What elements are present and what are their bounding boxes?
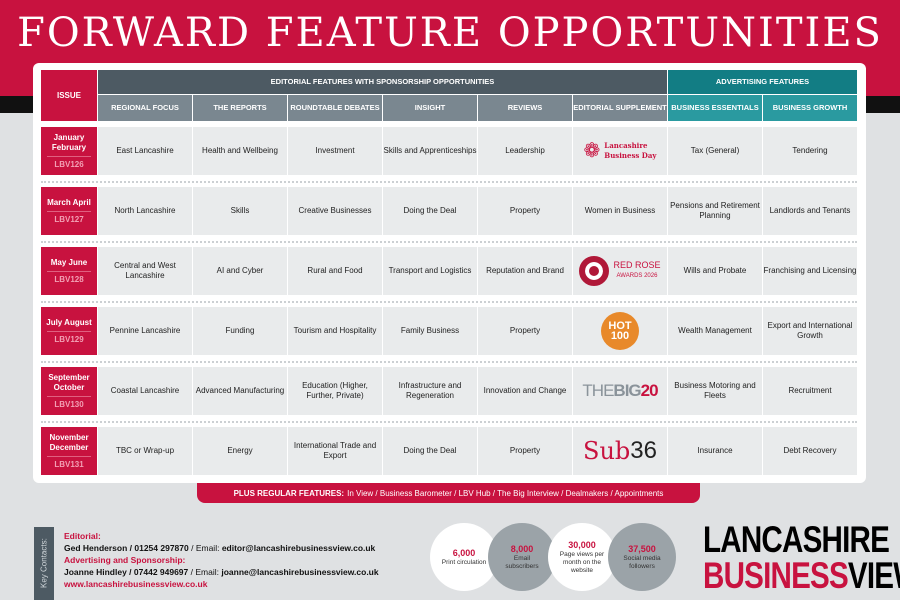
issue-code: LBV128 [47,270,91,285]
column-header: BUSINESS GROWTH [763,95,857,121]
table-cell: Doing the Deal [383,187,477,235]
supplement-logo: HOT 100 [573,307,667,355]
issue-code: LBV131 [47,455,91,470]
issue-code: LBV127 [47,210,91,225]
supplement-logo: THEBIG20 [573,367,667,415]
table-cell: Transport and Logistics [383,247,477,295]
column-header: THE REPORTS [193,95,287,121]
editorial-email-link[interactable]: editor@lancashirebusinessview.co.uk [221,543,376,553]
table-cell: Infrastructure and Regeneration [383,367,477,415]
issue-code: LBV126 [47,155,91,170]
table-cell: East Lancashire [98,127,192,175]
table-cell: Leadership [478,127,572,175]
issue-months: July August [46,317,92,327]
issue-header: ISSUE [41,70,97,121]
table-cell: Health and Wellbeing [193,127,287,175]
table-cell: Education (Higher, Further, Private) [288,367,382,415]
table-cell: Reputation and Brand [478,247,572,295]
issue-months: September October [48,372,90,392]
issue-cell: November December LBV131 [41,427,97,475]
stat-circle: 6,000 Print circulation [430,523,498,591]
website-link[interactable]: www.lancashirebusinessview.co.uk [64,579,208,589]
issue-months: May June [50,257,88,267]
table-cell: Creative Businesses [288,187,382,235]
divider [41,421,857,423]
table-cell: Pennine Lancashire [98,307,192,355]
table-cell: Coastal Lancashire [98,367,192,415]
column-header: ROUNDTABLE DEBATES [288,95,382,121]
table-cell: AI and Cyber [193,247,287,295]
table-cell: Energy [193,427,287,475]
regular-features: PLUS REGULAR FEATURES: In View / Business… [197,483,700,503]
supplement-logo: ❁ Lancashire Business Day [573,127,667,175]
table-cell: Pensions and Retirement Planning [668,187,762,235]
advertising-header: ADVERTISING FEATURES [668,70,857,94]
lancashire-business-view-logo: LANCASHIRE BUSINESSVIEW [703,519,900,596]
column-header: REVIEWS [478,95,572,121]
divider [41,301,857,303]
table-cell: Rural and Food [288,247,382,295]
table-cell: Debt Recovery [763,427,857,475]
divider [41,241,857,243]
key-contacts-label: Key Contacts: [34,527,54,600]
table-cell: Business Motoring and Fleets [668,367,762,415]
issue-cell: May June LBV128 [41,247,97,295]
issue-code: LBV130 [47,395,91,410]
table-cell: Skills [193,187,287,235]
column-header: EDITORIAL SUPPLEMENT [573,95,667,121]
table-cell: Landlords and Tenants [763,187,857,235]
table-cell: Export and International Growth [763,307,857,355]
table-cell: Franchising and Licensing [763,247,857,295]
column-header: INSIGHT [383,95,477,121]
supplement-logo: RED ROSE AWARDS 2026 [573,247,667,295]
contacts: Editorial: Ged Henderson / 01254 297870 … [64,531,379,589]
stat-circle: 30,000 Page views per month on the websit… [548,523,616,591]
table-cell: Wills and Probate [668,247,762,295]
table-cell: Innovation and Change [478,367,572,415]
issue-cell: January February LBV126 [41,127,97,175]
column-header: REGIONAL FOCUS [98,95,192,121]
issue-cell: July August LBV129 [41,307,97,355]
issue-cell: September October LBV130 [41,367,97,415]
table-cell: Property [478,307,572,355]
table-cell: Investment [288,127,382,175]
table-cell: Insurance [668,427,762,475]
table-cell: Advanced Manufacturing [193,367,287,415]
divider [41,181,857,183]
table-cell: Property [478,187,572,235]
table-cell: Property [478,427,572,475]
table-cell: Skills and Apprenticeships [383,127,477,175]
issue-code: LBV129 [47,330,91,345]
column-header: BUSINESS ESSENTIALS [668,95,762,121]
issue-months: January February [51,132,87,152]
table-cell: International Trade and Export [288,427,382,475]
stat-circle: 8,000 Email subscribers [488,523,556,591]
table-cell: Doing the Deal [383,427,477,475]
table-cell: Wealth Management [668,307,762,355]
issue-months: March April [47,197,91,207]
table-cell: TBC or Wrap-up [98,427,192,475]
editorial-header: EDITORIAL FEATURES WITH SPONSORSHIP OPPO… [98,70,667,94]
supplement-logo: Sub 36 [573,427,667,475]
table-cell: Tax (General) [668,127,762,175]
issue-months: November December [49,432,89,452]
divider [41,361,857,363]
table-cell: North Lancashire [98,187,192,235]
table-cell: Central and West Lancashire [98,247,192,295]
table-cell: Recruitment [763,367,857,415]
stat-circle: 37,500 Social media followers [608,523,676,591]
table-cell: Women in Business [573,187,667,235]
table-cell: Funding [193,307,287,355]
table-cell: Tourism and Hospitality [288,307,382,355]
issue-cell: March April LBV127 [41,187,97,235]
table-cell: Family Business [383,307,477,355]
table-cell: Tendering [763,127,857,175]
ad-email-link[interactable]: joanne@lancashirebusinessview.co.uk [221,567,379,577]
